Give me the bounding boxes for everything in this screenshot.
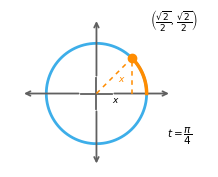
- Text: $x$: $x$: [118, 75, 125, 84]
- Text: $\left(\dfrac{\sqrt{2}}{2},\,\dfrac{\sqrt{2}}{2}\right)$: $\left(\dfrac{\sqrt{2}}{2},\,\dfrac{\sqr…: [150, 8, 198, 33]
- Text: $x$: $x$: [112, 96, 119, 105]
- Text: $t=\dfrac{\pi}{4}$: $t=\dfrac{\pi}{4}$: [167, 125, 192, 147]
